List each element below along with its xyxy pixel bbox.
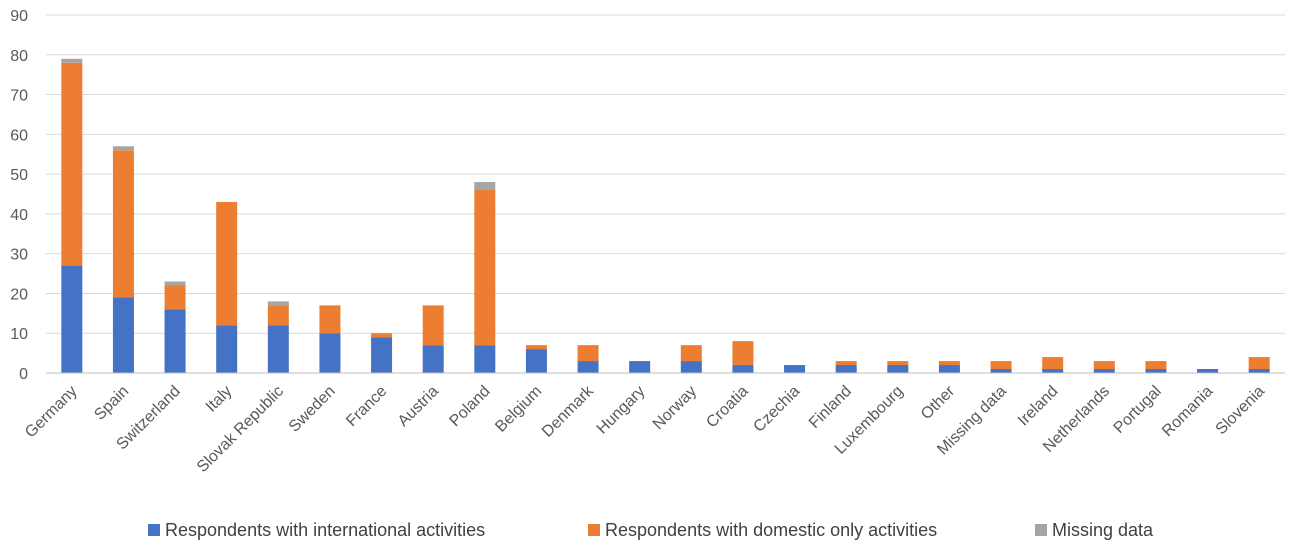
bar-segment-switzerland-series-0 bbox=[164, 309, 186, 373]
x-category-label: Germany bbox=[22, 383, 81, 442]
bar-segment-missing-data-series-1 bbox=[990, 361, 1012, 370]
bar-segment-netherlands-series-1 bbox=[1093, 361, 1115, 370]
bar-segment-norway-series-0 bbox=[680, 361, 702, 373]
y-tick-label: 30 bbox=[10, 247, 28, 264]
bar-segment-netherlands-series-0 bbox=[1093, 369, 1115, 373]
y-tick-label: 40 bbox=[10, 207, 28, 224]
bar-segment-italy-series-0 bbox=[216, 325, 238, 373]
bar-segment-austria-series-0 bbox=[422, 345, 444, 373]
bar-segment-spain-series-2 bbox=[112, 146, 134, 151]
x-category-label: Finland bbox=[806, 383, 855, 432]
x-category-label: Norway bbox=[650, 383, 700, 433]
y-tick-label: 80 bbox=[10, 48, 28, 65]
x-category-label: Hungary bbox=[594, 383, 649, 438]
bar-segment-portugal-series-0 bbox=[1145, 369, 1167, 373]
bar-segment-norway-series-1 bbox=[680, 345, 702, 362]
bar-segment-denmark-series-0 bbox=[577, 361, 599, 373]
bar-segment-czechia-series-0 bbox=[784, 365, 806, 373]
bar-segment-luxembourg-series-0 bbox=[887, 365, 909, 373]
bar-segment-germany-series-1 bbox=[61, 62, 83, 266]
x-category-label: France bbox=[343, 383, 390, 430]
bar-segment-finland-series-0 bbox=[835, 365, 857, 373]
bar-segment-switzerland-series-1 bbox=[164, 285, 186, 310]
bars bbox=[61, 58, 1270, 373]
x-category-label: Sweden bbox=[286, 383, 339, 436]
bar-segment-switzerland-series-2 bbox=[164, 281, 186, 286]
y-tick-label: 70 bbox=[10, 88, 28, 105]
bar-segment-ireland-series-1 bbox=[1042, 357, 1064, 370]
y-tick-label: 60 bbox=[10, 127, 28, 144]
bar-segment-poland-series-0 bbox=[474, 345, 496, 373]
y-tick-label: 20 bbox=[10, 286, 28, 303]
x-category-label: Romania bbox=[1159, 383, 1216, 440]
bar-segment-germany-series-2 bbox=[61, 58, 83, 63]
bar-segment-missing-data-series-0 bbox=[990, 369, 1012, 373]
bar-segment-france-series-0 bbox=[371, 337, 393, 373]
legend-swatch bbox=[148, 524, 160, 536]
bar-segment-austria-series-1 bbox=[422, 305, 444, 346]
bar-segment-sweden-series-0 bbox=[319, 333, 341, 373]
y-tick-label: 0 bbox=[19, 366, 28, 383]
bar-segment-other-series-0 bbox=[938, 365, 960, 373]
bar-segment-portugal-series-1 bbox=[1145, 361, 1167, 370]
x-category-label: Poland bbox=[446, 383, 493, 430]
y-tick-label: 90 bbox=[10, 8, 28, 25]
bar-segment-italy-series-1 bbox=[216, 201, 238, 326]
gridlines bbox=[46, 14, 1285, 334]
x-category-label: Slovenia bbox=[1213, 383, 1268, 438]
bar-segment-slovenia-series-0 bbox=[1248, 369, 1270, 373]
legend-swatch bbox=[588, 524, 600, 536]
legend-label: Respondents with domestic only activitie… bbox=[605, 520, 937, 540]
bar-segment-denmark-series-1 bbox=[577, 345, 599, 362]
bar-segment-slovak-republic-series-0 bbox=[267, 325, 289, 373]
bar-segment-belgium-series-0 bbox=[525, 349, 547, 373]
bar-segment-spain-series-1 bbox=[112, 150, 134, 298]
y-axis-tick-labels: 0 10 20 30 40 50 60 70 80 90 bbox=[10, 8, 28, 383]
x-category-label: Belgium bbox=[492, 383, 545, 436]
x-category-label: Slovak Republic bbox=[194, 383, 287, 476]
x-category-label: Portugal bbox=[1111, 383, 1165, 437]
bar-segment-hungary-series-0 bbox=[629, 361, 651, 373]
bar-segment-poland-series-1 bbox=[474, 190, 496, 346]
bar-segment-slovak-republic-series-2 bbox=[267, 301, 289, 306]
bar-segment-other-series-1 bbox=[938, 361, 960, 366]
x-category-label: Spain bbox=[91, 383, 132, 424]
y-tick-label: 10 bbox=[10, 326, 28, 343]
bar-segment-sweden-series-1 bbox=[319, 305, 341, 334]
bar-segment-france-series-1 bbox=[371, 333, 393, 338]
x-category-label: Ireland bbox=[1015, 383, 1062, 430]
x-category-label: Italy bbox=[203, 383, 236, 416]
bar-segment-slovenia-series-1 bbox=[1248, 357, 1270, 370]
bar-segment-slovak-republic-series-1 bbox=[267, 305, 289, 326]
x-category-label: Czechia bbox=[750, 383, 803, 436]
bar-segment-spain-series-0 bbox=[112, 297, 134, 373]
x-category-label: Croatia bbox=[703, 383, 752, 432]
x-category-label: Austria bbox=[395, 383, 442, 430]
legend: Respondents with international activitie… bbox=[148, 520, 1154, 540]
x-category-label: Other bbox=[918, 382, 959, 423]
bar-segment-luxembourg-series-1 bbox=[887, 361, 909, 366]
bar-segment-croatia-series-0 bbox=[732, 365, 754, 373]
bar-segment-germany-series-0 bbox=[61, 265, 83, 373]
bar-segment-romania-series-0 bbox=[1197, 369, 1219, 373]
legend-label: Missing data bbox=[1052, 520, 1154, 540]
bar-segment-poland-series-2 bbox=[474, 182, 496, 191]
bar-segment-belgium-series-1 bbox=[525, 345, 547, 350]
bar-segment-finland-series-1 bbox=[835, 361, 857, 366]
bar-segment-croatia-series-1 bbox=[732, 341, 754, 366]
y-tick-label: 50 bbox=[10, 167, 28, 184]
bar-segment-ireland-series-0 bbox=[1042, 369, 1064, 373]
x-category-label: Denmark bbox=[539, 382, 598, 441]
legend-swatch bbox=[1035, 524, 1047, 536]
legend-label: Respondents with international activitie… bbox=[165, 520, 485, 540]
